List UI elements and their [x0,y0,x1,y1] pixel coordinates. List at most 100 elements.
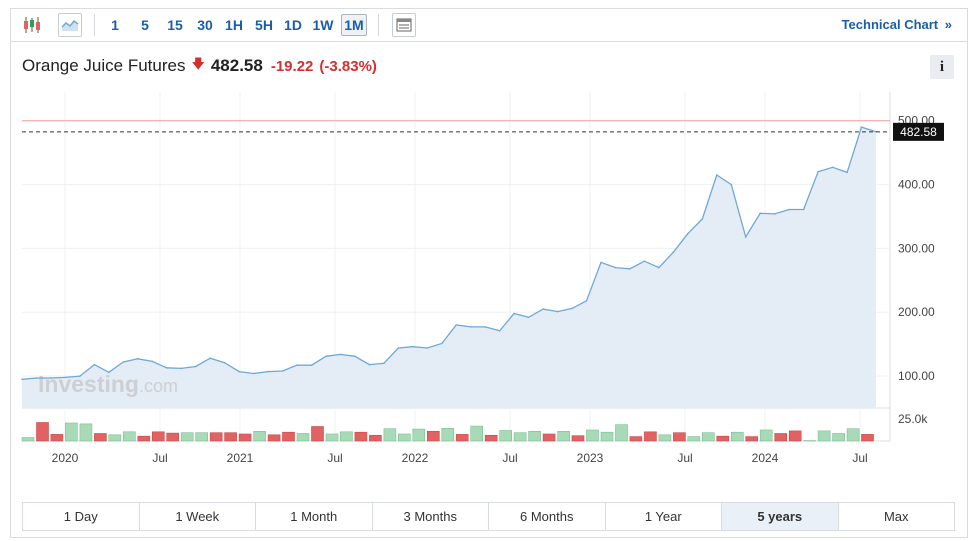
x-tick-label: Jul [502,451,517,465]
price-point [108,371,110,374]
price-point [484,326,487,328]
price-point [759,212,761,215]
price-point [137,358,139,360]
x-tick-label: Jul [327,451,342,465]
interval-15[interactable]: 15 [167,17,183,33]
price-chart[interactable]: 2020 Jul 2021 Jul 2022 Jul 2023 Jul 2024 Jul 100.0… [0,0,975,500]
price-point [817,171,819,173]
range-3-months[interactable]: 3 Months [373,503,489,530]
instrument-title: Orange Juice Futures [22,56,186,75]
interval-5h[interactable]: 5H [255,17,273,33]
volume-bar [658,434,672,442]
volume-bar [50,434,64,442]
price-point [64,376,67,379]
volume-bar [644,431,657,442]
price-point [281,370,284,372]
price-point [122,361,125,363]
volume-bar [369,434,382,442]
price-point [252,372,255,375]
price-point [339,353,342,356]
chart-toolbar: 1 5 15 30 1H 5H 1D 1W 1M Technical Chart… [10,8,968,42]
technical-chart-link[interactable]: Technical Chart » [842,17,952,32]
volume-bar [94,433,107,442]
interval-30[interactable]: 30 [197,17,213,33]
price-point [469,326,472,328]
volume-bar [311,426,324,442]
price-point [629,268,631,270]
price-point [527,316,530,319]
volume-bar [238,433,252,442]
price-point [296,364,298,367]
volume-bar [571,435,585,442]
price-point [209,357,211,360]
volume-bar [861,434,874,442]
area-chart-icon[interactable] [58,13,82,37]
volume-bar [499,430,513,442]
price-point [860,126,863,128]
volume-bar [180,432,194,442]
info-button[interactable]: i [930,55,954,79]
price-point [368,363,371,366]
volume-bar [846,428,860,442]
volume-bar [759,429,773,442]
volume-bar [224,432,237,442]
volume-bar [600,431,614,442]
volume-bar [455,434,469,442]
volume-bar [441,427,455,442]
range-6-months[interactable]: 6 Months [489,503,606,530]
volume-bar [397,433,411,442]
volume-bar [412,428,426,442]
y-tick-label: 400.00 [898,178,935,192]
volume-bar [716,435,730,442]
interval-5[interactable]: 5 [141,17,149,33]
range-5-years[interactable]: 5 years [722,503,839,530]
range-1-year[interactable]: 1 Year [606,503,722,530]
price-point [687,232,689,235]
interval-1d[interactable]: 1D [284,17,302,33]
interval-1h[interactable]: 1H [225,17,243,33]
down-arrow-icon: 🡇 [191,56,205,71]
chart-settings-icon[interactable] [392,13,416,37]
x-tick-label: Jul [677,451,692,465]
price-point [354,355,356,358]
price-point [802,208,805,211]
price-point [180,367,182,370]
price-point [571,307,573,310]
price-point [151,360,154,363]
x-tick-label: Jul [152,451,167,465]
volume-bar [195,432,208,442]
price-point [267,370,269,373]
interval-1m[interactable]: 1M [341,14,367,36]
volume-bar [354,431,368,442]
price-point [383,362,385,365]
range-1-week[interactable]: 1 Week [140,503,256,530]
interval-1[interactable]: 1 [111,17,119,33]
volume-bar [788,430,802,442]
volume-bar [383,428,397,442]
volume-bar [209,432,223,442]
price-point [165,367,168,369]
price-point [397,347,400,349]
volume-bar [586,429,599,442]
volume-bar [687,436,701,442]
price-point [542,308,544,310]
volume-bar [340,431,353,442]
price-point [773,213,776,215]
y-tick-label: 200.00 [898,305,935,319]
volume-bar [615,424,628,442]
last-price-tag [893,122,944,141]
interval-1w[interactable]: 1W [312,17,334,33]
range-1-month[interactable]: 1 Month [256,503,373,530]
volume-bar [426,430,440,442]
range-max[interactable]: Max [883,509,909,524]
price-change: -19.22 [270,57,314,75]
volume-bar [166,432,179,442]
price-point [846,171,848,174]
y-tick-label: 300.00 [898,241,935,255]
toolbar-divider [94,14,95,36]
range-1-day[interactable]: 1 Day [23,503,140,530]
volume-bar [152,431,165,442]
volume-bar [282,431,295,442]
candlestick-icon[interactable] [20,13,44,37]
price-area [22,127,876,408]
